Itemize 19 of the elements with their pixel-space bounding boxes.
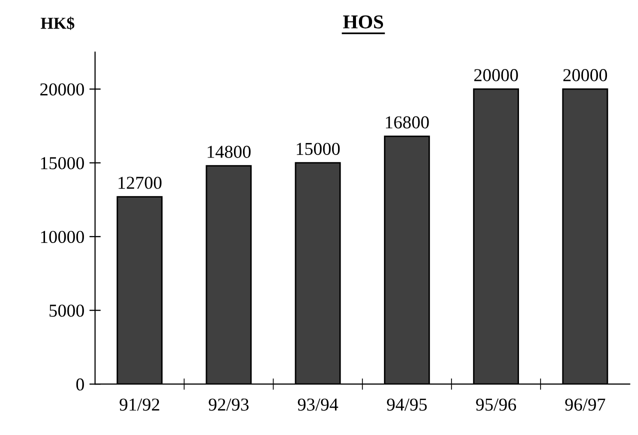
y-tick-label: 5000	[50, 304, 84, 317]
data-label: 15000	[296, 142, 340, 155]
x-tick-label: 96/97	[565, 398, 606, 411]
data-label: 14800	[208, 146, 251, 158]
data-label: 16800	[386, 116, 429, 128]
x-tick-label: 91/92	[120, 398, 160, 411]
y-tick-label: 0	[76, 378, 84, 391]
x-tick-label: 93/94	[298, 398, 338, 411]
x-tick-label: 94/95	[386, 398, 427, 411]
data-label: 20000	[563, 69, 608, 82]
data-label: 12700	[118, 176, 162, 189]
x-tick-label: 92/93	[208, 398, 249, 411]
chart-title: HOS	[343, 15, 384, 28]
x-tick-label: 95/96	[476, 398, 516, 411]
y-axis-title: HK$	[40, 16, 74, 30]
data-label: 20000	[474, 69, 518, 82]
y-tick-label: 10000	[41, 230, 84, 244]
y-tick-label: 20000	[40, 83, 84, 96]
y-tick-label: 15000	[41, 157, 84, 170]
